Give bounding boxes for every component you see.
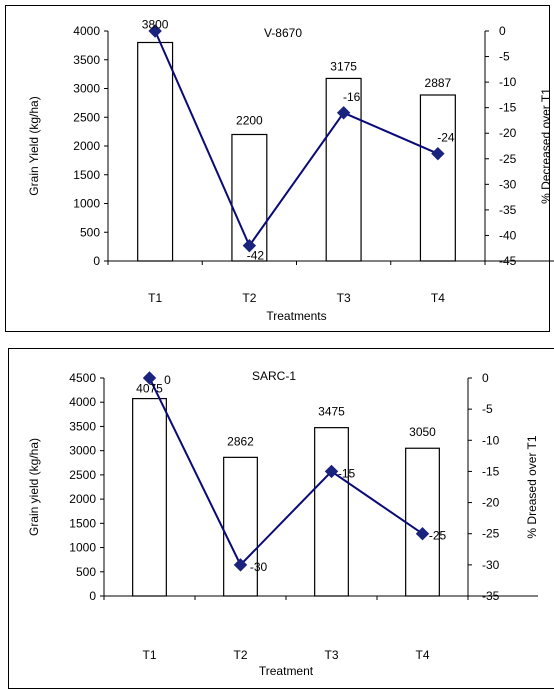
y-tick-label: 3500 bbox=[69, 419, 96, 433]
y2-tick-label: -30 bbox=[499, 177, 517, 191]
y-tick-label: 3000 bbox=[73, 82, 100, 96]
decrease-line bbox=[154, 30, 439, 248]
line-value-label: -24 bbox=[437, 131, 455, 145]
line-marker bbox=[324, 464, 339, 479]
bar-T4 bbox=[419, 94, 456, 262]
line-value-label: 0 bbox=[164, 373, 171, 387]
bar-value-label: 4075 bbox=[136, 382, 163, 396]
bar-value-label: 3050 bbox=[409, 425, 436, 439]
line-value-label: -42 bbox=[247, 249, 265, 263]
line-value-label: -16 bbox=[343, 90, 361, 104]
bar-T3 bbox=[314, 427, 349, 597]
y2-axis-label: % Decreased over T1 bbox=[539, 88, 553, 204]
y-tick-label: 4000 bbox=[69, 395, 96, 409]
decrease-line bbox=[148, 377, 424, 567]
chart-title: V-8670 bbox=[264, 26, 302, 40]
y-tick-label: 1000 bbox=[73, 197, 100, 211]
y2-tick-label: -45 bbox=[499, 254, 517, 268]
line-marker bbox=[431, 146, 445, 161]
y-tick-label: 500 bbox=[76, 565, 96, 579]
y-tick-label: 1500 bbox=[73, 168, 100, 182]
bar-value-label: 2862 bbox=[227, 434, 254, 448]
y-tick-label: 2500 bbox=[73, 110, 100, 124]
x-tick-label: T2 bbox=[242, 291, 256, 305]
y-tick-label: 2000 bbox=[73, 139, 100, 153]
y2-tick-label: -40 bbox=[499, 228, 517, 242]
y2-tick-label: -5 bbox=[499, 50, 510, 64]
bar-T2 bbox=[223, 456, 258, 597]
y2-tick-label: -10 bbox=[499, 75, 517, 89]
line-value-label: -15 bbox=[338, 466, 356, 480]
bar-value-label: 3475 bbox=[318, 405, 345, 419]
y2-tick-label: 0 bbox=[499, 24, 506, 38]
y2-tick-label: -25 bbox=[499, 152, 517, 166]
y2-tick-label: -35 bbox=[482, 589, 500, 603]
line-marker bbox=[142, 371, 157, 385]
y-tick-label: 1000 bbox=[69, 541, 96, 555]
y-tick-label: 3500 bbox=[73, 53, 100, 67]
bar-value-label: 2200 bbox=[236, 114, 263, 128]
y2-tick-label: 0 bbox=[482, 371, 489, 385]
y-axis-label: Grain yield (kg/ha) bbox=[27, 438, 41, 536]
y-tick-label: 2500 bbox=[69, 468, 96, 482]
y-tick-label: 1500 bbox=[69, 516, 96, 530]
y2-tick-label: -30 bbox=[482, 558, 500, 572]
bar-T1 bbox=[137, 41, 174, 262]
bar-value-label: 3175 bbox=[330, 59, 357, 73]
y-tick-label: 500 bbox=[80, 225, 100, 239]
y2-axis-label: % Dreased over T1 bbox=[525, 435, 539, 538]
x-tick-label: T3 bbox=[324, 648, 338, 662]
y-tick-label: 4000 bbox=[73, 24, 100, 38]
y-tick-label: 4500 bbox=[69, 371, 96, 385]
bar-T4 bbox=[405, 447, 440, 597]
y2-tick-label: -5 bbox=[482, 402, 493, 416]
line-marker bbox=[233, 558, 248, 572]
x-tick-label: T1 bbox=[142, 648, 156, 662]
x-tick-label: T1 bbox=[148, 291, 162, 305]
line-value-label: -25 bbox=[429, 529, 447, 543]
chart-1: 0 500 1000 1500 2000 2500 3000 3500 4000 0 -5 -10 -1… bbox=[5, 5, 554, 332]
y2-tick-label: -35 bbox=[499, 203, 517, 217]
y2-tick-label: -25 bbox=[482, 527, 500, 541]
y2-tick-label: -20 bbox=[499, 126, 517, 140]
y2-tick-label: -10 bbox=[482, 433, 500, 447]
line-marker bbox=[242, 238, 257, 253]
chart-2: 0 500 1000 1500 2000 2500 3000 3500 4000 4500 0 -5 -… bbox=[8, 348, 554, 689]
x-tick-label: T4 bbox=[431, 291, 445, 305]
y-tick-label: 3000 bbox=[69, 444, 96, 458]
line-value-label: -30 bbox=[250, 560, 268, 574]
x-axis-label: Treatments bbox=[266, 309, 326, 323]
bar-T1 bbox=[132, 397, 167, 597]
y-tick-label: 2000 bbox=[69, 492, 96, 506]
bar-value-label: 2887 bbox=[425, 76, 452, 90]
x-axis-label: Treatment bbox=[259, 664, 314, 678]
bar-value-label: 3800 bbox=[142, 18, 169, 32]
chart-frame bbox=[5, 5, 550, 332]
bar-T3 bbox=[325, 77, 362, 262]
y-tick-label: 0 bbox=[93, 254, 100, 268]
y-tick-label: 0 bbox=[89, 589, 96, 603]
line-marker bbox=[148, 24, 162, 38]
x-tick-label: T3 bbox=[337, 291, 351, 305]
line-marker bbox=[336, 106, 351, 120]
chart-title: SARC-1 bbox=[252, 369, 296, 383]
x-tick-label: T2 bbox=[233, 648, 247, 662]
y2-tick-label: -15 bbox=[482, 464, 500, 478]
y2-tick-label: -15 bbox=[499, 101, 517, 115]
x-tick-label: T4 bbox=[415, 648, 429, 662]
line-marker bbox=[415, 527, 430, 541]
y-axis-label: Grain Yield (kg/ha) bbox=[27, 96, 41, 195]
y2-tick-label: -20 bbox=[482, 496, 500, 510]
